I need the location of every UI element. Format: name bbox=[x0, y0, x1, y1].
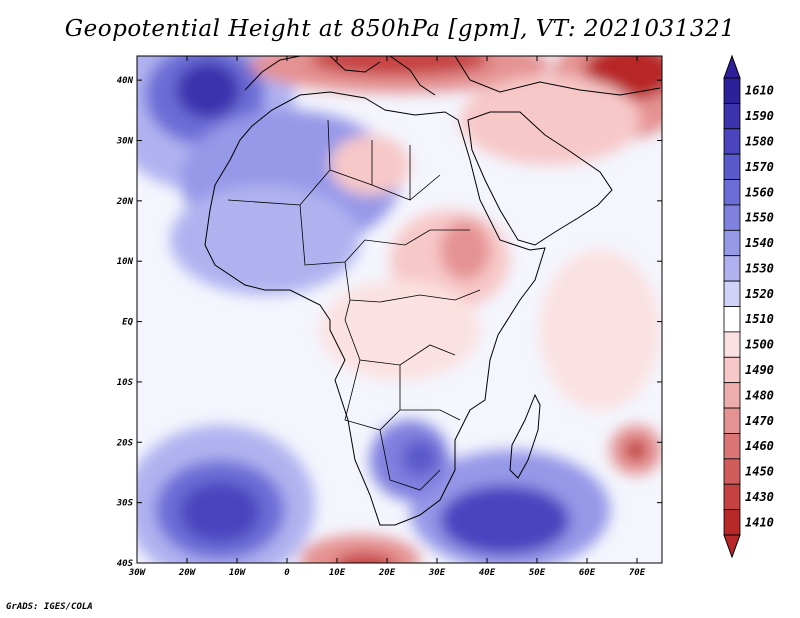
colorbar-swatch bbox=[723, 458, 741, 485]
colorbar-top-arrow bbox=[723, 54, 741, 79]
field-blob bbox=[335, 553, 395, 563]
lat-tick-label: 30N bbox=[116, 137, 134, 147]
colorbar-label: 1500 bbox=[745, 338, 774, 352]
lat-tick-label: 40S bbox=[117, 559, 134, 569]
field-blob bbox=[300, 535, 420, 563]
lon-tick-label: 20E bbox=[378, 568, 396, 578]
field-blob bbox=[440, 485, 570, 555]
europe-coastline bbox=[244, 56, 661, 96]
colorbar-swatch bbox=[723, 356, 741, 384]
lon-tick-label: 30W bbox=[128, 568, 147, 578]
height-field bbox=[137, 56, 662, 563]
colorbar-label: 1530 bbox=[745, 261, 774, 275]
chart-title: Geopotential Height at 850hPa [gpm], VT:… bbox=[64, 16, 736, 42]
colorbar-swatch bbox=[723, 382, 741, 409]
colorbar-label: 1580 bbox=[745, 134, 774, 148]
field-blob bbox=[176, 62, 240, 118]
colorbar-label: 1490 bbox=[745, 363, 774, 377]
colorbar-label: 1540 bbox=[745, 236, 774, 250]
colorbar-label: 1560 bbox=[745, 185, 774, 199]
colorbar-bottom-arrow bbox=[723, 534, 741, 559]
colorbar-label: 1470 bbox=[745, 414, 774, 428]
lat-tick-label: 30S bbox=[116, 499, 134, 509]
colorbar-swatch bbox=[723, 77, 741, 104]
colorbar-swatch bbox=[723, 483, 741, 511]
colorbar-label: 1460 bbox=[745, 439, 774, 453]
lat-tick-label: 10N bbox=[117, 257, 134, 267]
colorbar-swatch bbox=[723, 204, 741, 231]
field-blob bbox=[460, 75, 640, 165]
colorbar-swatch bbox=[723, 179, 741, 206]
country-borders bbox=[227, 119, 481, 491]
field-blob bbox=[626, 440, 646, 460]
colorbar-label: 1480 bbox=[745, 388, 774, 402]
field-blob bbox=[440, 220, 490, 280]
lat-tick-label: 40N bbox=[117, 76, 134, 86]
colorbar-label: 1450 bbox=[745, 465, 774, 479]
africa-coastline bbox=[204, 91, 546, 526]
lon-tick-label: 60E bbox=[579, 568, 596, 578]
colorbar-swatch bbox=[723, 509, 741, 536]
lat-tick-label: EQ bbox=[122, 318, 133, 328]
lon-tick-label: 10E bbox=[329, 568, 346, 578]
lon-tick-label: 0 bbox=[284, 568, 290, 578]
axis-ticks: 30W 20W 10W 0 10E 20E 30E 40E 50E 60E 70E 40N 30N 20N… bbox=[116, 56, 662, 578]
field-blob bbox=[540, 250, 660, 410]
lon-tick-label: 70E bbox=[629, 568, 646, 578]
colorbar-swatch bbox=[723, 128, 741, 155]
colorbar-swatch bbox=[723, 331, 741, 358]
colorbar-swatch bbox=[723, 407, 741, 434]
arabia-coastline bbox=[467, 111, 613, 246]
colorbar-label: 1610 bbox=[745, 84, 774, 98]
colorbar-swatch bbox=[723, 102, 741, 130]
plot-frame bbox=[136, 55, 663, 564]
colorbar: 1610 1590 1580 1570 1560 1550 1540 1530 1520 1510… bbox=[723, 54, 774, 559]
grads-credit: GrADS: IGES/COLA bbox=[6, 602, 93, 612]
lon-tick-label: 20W bbox=[178, 568, 197, 578]
lat-tick-label: 20N bbox=[116, 197, 134, 207]
colorbar-label: 1410 bbox=[745, 515, 774, 529]
field-blob bbox=[402, 440, 438, 476]
colorbar-swatch bbox=[723, 229, 741, 257]
field-blob bbox=[170, 185, 360, 295]
colorbar-swatch bbox=[723, 306, 741, 333]
lon-tick-label: 30E bbox=[428, 568, 446, 578]
field-blob bbox=[330, 135, 410, 195]
colorbar-label: 1510 bbox=[745, 312, 774, 326]
colorbar-label: 1520 bbox=[745, 287, 774, 301]
lon-tick-label: 50E bbox=[529, 568, 546, 578]
colorbar-swatch bbox=[723, 433, 741, 460]
colorbar-label: 1550 bbox=[745, 211, 774, 225]
lon-tick-label: 40E bbox=[479, 568, 496, 578]
colorbar-swatch bbox=[723, 153, 741, 180]
lon-tick-label: 10W bbox=[229, 568, 247, 578]
colorbar-swatch bbox=[723, 280, 741, 307]
lat-tick-label: 10S bbox=[117, 378, 134, 388]
colorbar-swatch bbox=[723, 255, 741, 282]
lat-tick-label: 20S bbox=[116, 438, 134, 448]
colorbar-label: 1570 bbox=[745, 160, 774, 174]
colorbar-label: 1430 bbox=[745, 490, 774, 504]
field-blob bbox=[180, 482, 260, 542]
colorbar-label: 1590 bbox=[745, 109, 774, 123]
field-blob bbox=[320, 280, 480, 380]
madagascar-coastline bbox=[509, 393, 541, 479]
